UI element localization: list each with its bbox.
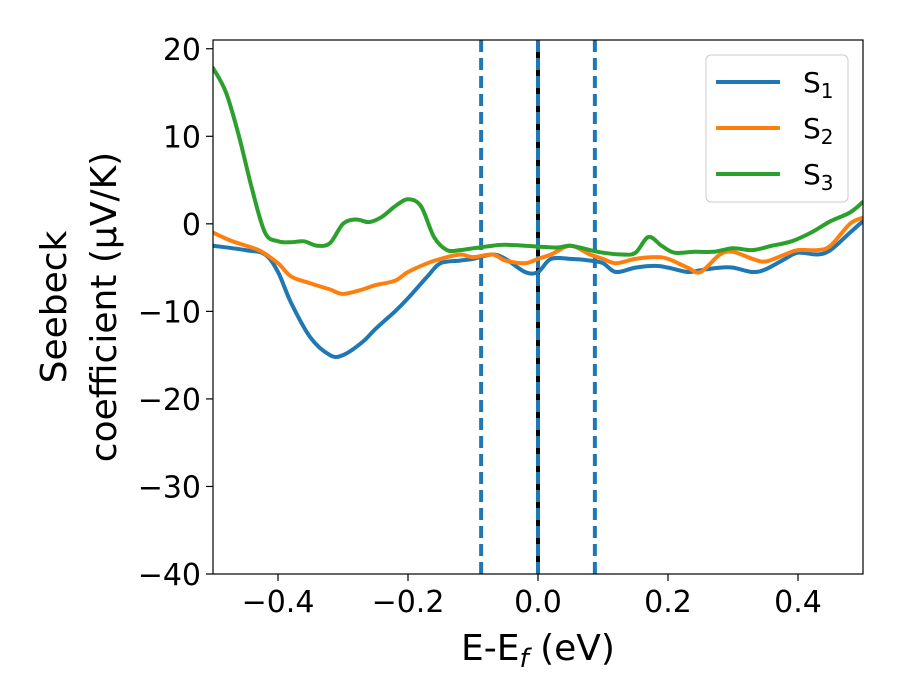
- x-tick-label: 0.4: [774, 585, 822, 620]
- x-tick-label: −0.2: [372, 585, 445, 620]
- y-tick-label: −40: [138, 558, 201, 593]
- vertical-lines: [479, 40, 597, 574]
- series-line-s1: [213, 219, 863, 360]
- y-tick-label: −20: [138, 383, 201, 418]
- x-tick-label: −0.4: [242, 585, 315, 620]
- x-axis-ticks: −0.4 −0.2 0.0 0.2 0.4: [242, 574, 822, 620]
- y-axis-label: Seebeck coefficient (μV/K): [34, 152, 125, 462]
- y-axis-label-line2: coefficient (μV/K): [84, 152, 125, 462]
- series-group: [213, 66, 863, 360]
- y-tick-label: −10: [138, 295, 201, 330]
- x-axis-label: E-Ef (eV): [461, 628, 615, 674]
- legend: S1 S2 S3: [705, 54, 849, 203]
- x-tick-label: 0.0: [514, 585, 562, 620]
- y-tick-label: 20: [163, 33, 201, 68]
- legend-label-s2: S2: [803, 112, 834, 149]
- y-tick-label: 10: [163, 120, 201, 155]
- y-tick-label: −30: [138, 470, 201, 505]
- y-tick-label: 0: [182, 208, 201, 243]
- y-axis-label-line1: Seebeck: [34, 230, 75, 383]
- series-line-s3: [213, 66, 863, 257]
- legend-label-s3: S3: [803, 158, 834, 195]
- y-axis-ticks: −40 −30 −20 −10 0 10 20: [138, 33, 213, 593]
- series-line-s2: [213, 215, 863, 296]
- x-tick-label: 0.2: [644, 585, 692, 620]
- legend-label-s1: S1: [803, 66, 834, 103]
